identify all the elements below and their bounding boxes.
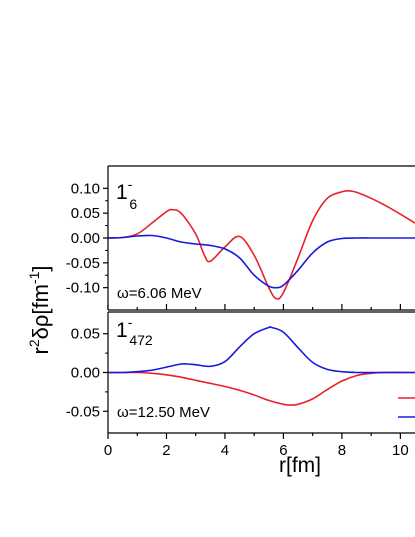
bottom-state-sub: 472 xyxy=(129,332,153,348)
bottom-y-tick-label: 0.00 xyxy=(71,365,100,382)
bottom-series-group xyxy=(107,326,415,406)
top-y-tick-label: 0.05 xyxy=(71,205,100,222)
bottom-series-line-blue xyxy=(107,326,415,374)
bottom-frequency-annotation: ω=12.50 MeV xyxy=(117,404,210,421)
y-axis-label: r2δρ[fm-1] xyxy=(26,265,53,354)
bottom-state-label: 1- 472 xyxy=(116,314,153,348)
x-tick-label: 2 xyxy=(162,442,170,459)
x-tick-label: 0 xyxy=(104,442,112,459)
y-axis-label-prefix: r xyxy=(28,347,53,354)
x-axis-label: r[fm] xyxy=(279,454,321,477)
x-tick-label: 6 xyxy=(279,442,287,459)
top-state-main: 1 xyxy=(116,181,128,204)
bottom-panel: 0.05 0.00 -0.05 0 2 4 6 8 10 1- 472 ω=12.50 MeV xyxy=(66,311,415,459)
top-axis-group: 0.10 0.05 0.00 -0.05 -0.10 xyxy=(66,165,415,311)
bottom-y-tick-label: 0.05 xyxy=(71,326,100,343)
bottom-y-tick-label: -0.05 xyxy=(66,403,100,420)
top-panel: 0.10 0.05 0.00 -0.05 -0.10 1- 6 ω=6.06 MeV xyxy=(66,165,415,311)
y-axis-label-sup: 2 xyxy=(26,339,42,347)
top-series-line-red xyxy=(107,189,415,300)
top-series-line-blue xyxy=(107,234,415,289)
top-y-tick-label: -0.10 xyxy=(66,280,100,297)
top-state-sub: 6 xyxy=(129,196,137,212)
y-axis-label-mid: δρ[fm xyxy=(28,284,53,339)
top-series-group xyxy=(107,189,415,300)
y-axis-label-sup2: -1 xyxy=(26,271,42,284)
top-y-tick-label: 0.00 xyxy=(71,230,100,247)
y-axis-label-suffix: ] xyxy=(28,265,53,271)
top-state-sup: - xyxy=(128,176,133,192)
top-state-label: 1- 6 xyxy=(116,176,137,212)
bottom-state-sup: - xyxy=(128,314,133,330)
top-y-tick-label: -0.05 xyxy=(66,255,100,272)
x-tick-label: 10 xyxy=(392,442,409,459)
bottom-series-line-red xyxy=(108,371,415,406)
top-y-tick-label: 0.10 xyxy=(71,180,100,197)
top-frequency-annotation: ω=6.06 MeV xyxy=(117,285,202,302)
bottom-state-main: 1 xyxy=(116,319,128,342)
x-tick-label: 4 xyxy=(221,442,229,459)
x-tick-label: 8 xyxy=(338,442,346,459)
bottom-axis-group: 0.05 0.00 -0.05 0 2 4 6 8 10 xyxy=(66,311,415,459)
